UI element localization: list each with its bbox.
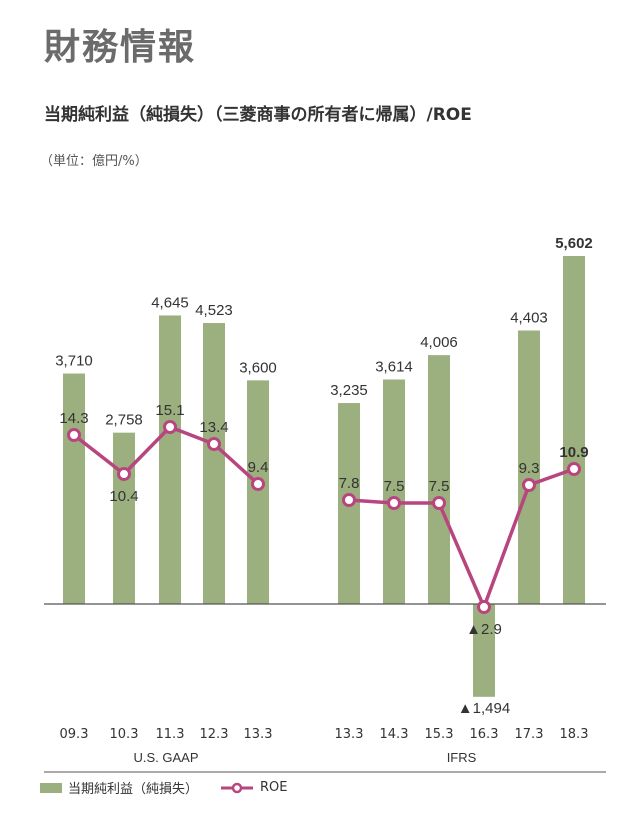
legend-bar-label: 当期純利益（純損失） xyxy=(68,782,199,797)
x-tick-label: 15.3 xyxy=(425,727,454,742)
bar xyxy=(428,355,450,604)
roe-value-label: ▲2.9 xyxy=(466,621,502,638)
bar xyxy=(518,330,540,604)
roe-point xyxy=(251,477,265,491)
bar-value-label: 4,403 xyxy=(510,309,548,326)
legend-line-label: ROE xyxy=(260,780,288,795)
roe-point xyxy=(567,462,581,476)
legend-bar-swatch xyxy=(40,782,62,793)
x-tick-label: 09.3 xyxy=(60,727,89,742)
roe-value-label: 10.9 xyxy=(559,444,588,461)
x-tick-label: 17.3 xyxy=(515,727,544,742)
roe-value-label: 10.4 xyxy=(109,488,138,505)
bar-value-label: 4,006 xyxy=(420,334,458,351)
roe-point xyxy=(432,496,446,510)
roe-point xyxy=(163,420,177,434)
bar-value-label: 5,602 xyxy=(555,235,593,252)
roe-value-label: 9.4 xyxy=(248,459,269,476)
legend-line-swatch xyxy=(221,782,254,793)
bar xyxy=(383,379,405,604)
roe-line-ifrs xyxy=(348,467,575,609)
x-tick-label: 10.3 xyxy=(110,727,139,742)
roe-value-label: 7.5 xyxy=(384,478,405,495)
roe-value-label: 13.4 xyxy=(199,419,228,436)
x-tick-label: 12.3 xyxy=(200,727,229,742)
x-tick-label: 14.3 xyxy=(380,727,409,742)
x-tick-label: 16.3 xyxy=(470,727,499,742)
roe-value-label: 15.1 xyxy=(155,402,184,419)
bar xyxy=(473,604,495,697)
legend-item-bar: 当期純利益（純損失） xyxy=(40,778,198,797)
legend: 当期純利益（純損失） ROE xyxy=(40,778,310,797)
roe-point xyxy=(117,467,131,481)
bar-value-label: 4,645 xyxy=(151,294,189,311)
roe-point xyxy=(387,496,401,510)
unit-label: （単位：億円/%） xyxy=(40,154,148,169)
group-label-ifrs: IFRS xyxy=(447,750,477,765)
roe-value-label: 14.3 xyxy=(59,410,88,427)
bar xyxy=(63,373,85,604)
legend-item-line: ROE xyxy=(220,780,288,795)
bar xyxy=(247,380,269,604)
roe-value-label: 7.8 xyxy=(339,475,360,492)
bar-value-label: 3,600 xyxy=(239,359,277,376)
x-tick-label: 13.3 xyxy=(335,727,364,742)
roe-point xyxy=(522,478,536,492)
roe-point xyxy=(477,600,491,614)
roe-point xyxy=(67,428,81,442)
bar xyxy=(563,256,585,604)
bar-value-label: 3,235 xyxy=(330,382,368,399)
roe-point xyxy=(207,437,221,451)
x-tick-label: 13.3 xyxy=(244,727,273,742)
roe-point xyxy=(342,493,356,507)
roe-value-label: 7.5 xyxy=(429,478,450,495)
chart-title: 当期純利益（純損失）（三菱商事の所有者に帰属）/ROE xyxy=(44,105,472,125)
bar xyxy=(159,315,181,604)
bar xyxy=(113,432,135,604)
group-label-usgaap: U.S. GAAP xyxy=(133,750,198,765)
x-tick-label: 18.3 xyxy=(560,727,589,742)
bar-value-label: 3,710 xyxy=(55,353,93,370)
bar xyxy=(203,323,225,604)
x-tick-label: 11.3 xyxy=(156,727,185,742)
page-title: 財務情報 xyxy=(44,27,197,68)
roe-value-label: 9.3 xyxy=(519,460,540,477)
bar-value-label: ▲1,494 xyxy=(458,700,510,717)
bar-value-label: 4,523 xyxy=(195,302,233,319)
bar-value-label: 3,614 xyxy=(375,358,413,375)
bar-value-label: 2,758 xyxy=(105,412,143,429)
